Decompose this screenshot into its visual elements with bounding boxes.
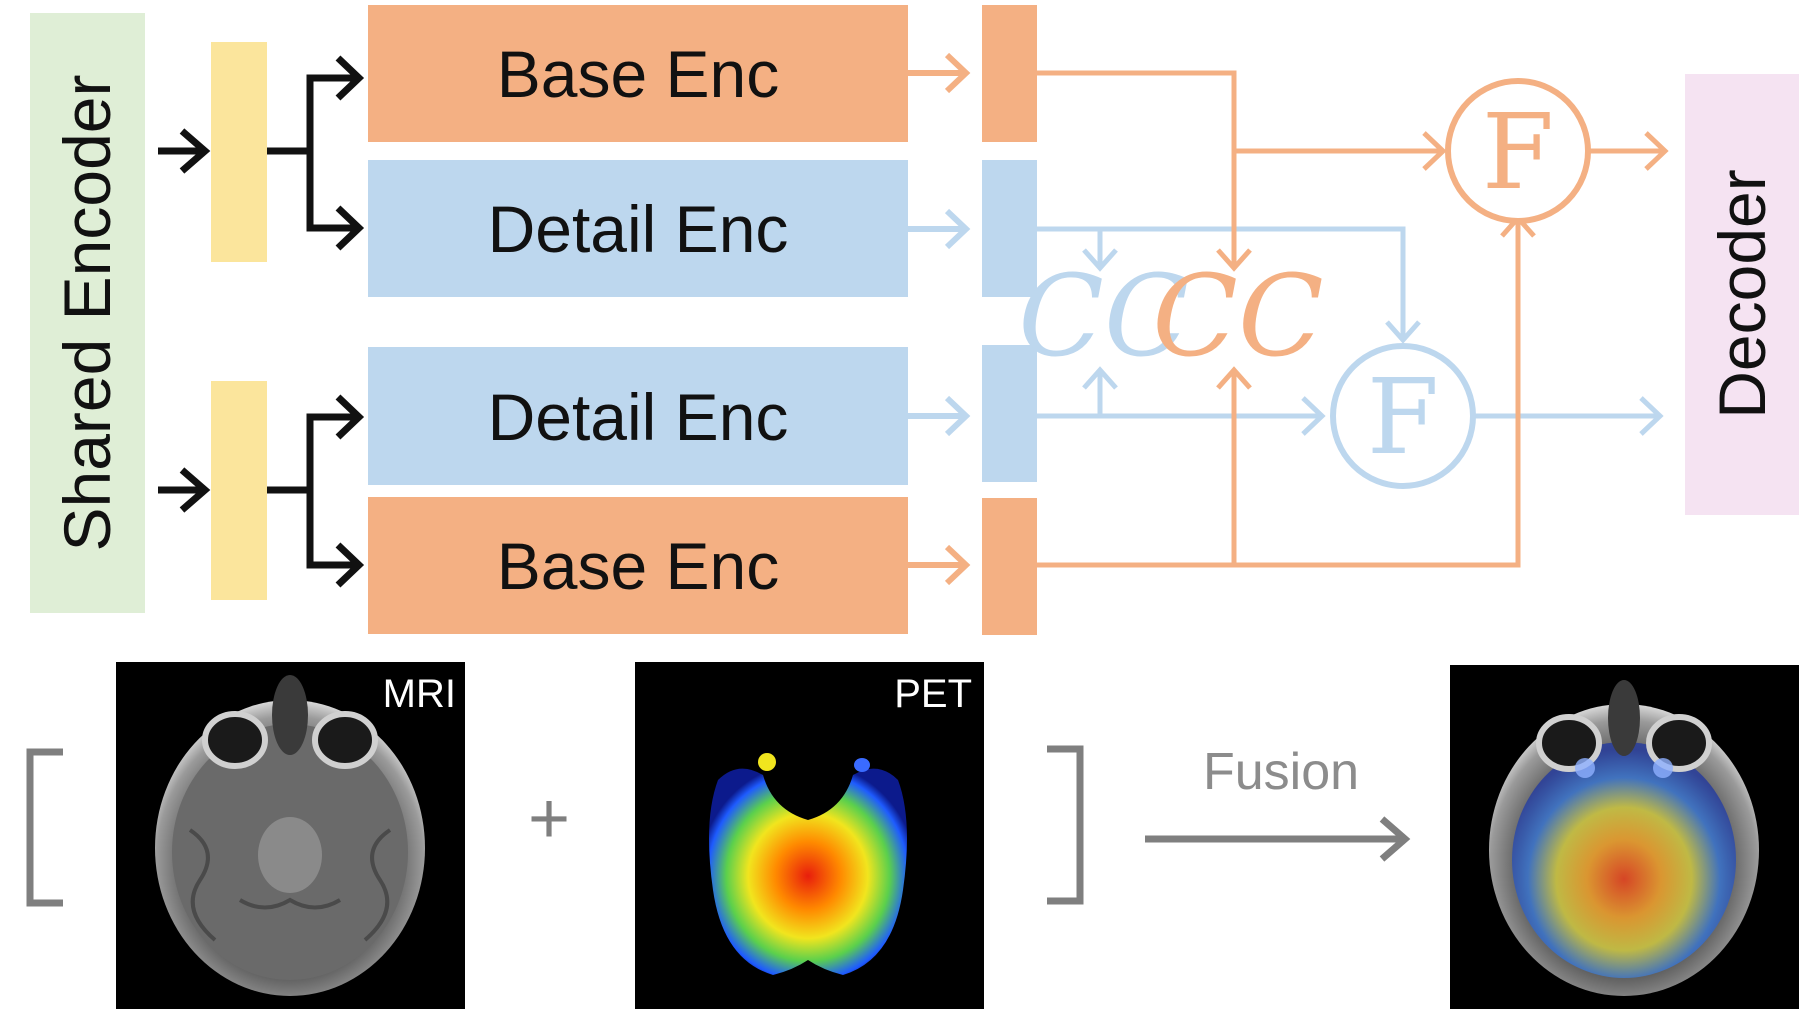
shared-encoder-block <box>30 13 145 613</box>
left-bracket <box>26 748 63 907</box>
fusion-node-detail <box>1330 343 1476 489</box>
detail-feature-connections <box>1037 226 1664 436</box>
branch-arrows-bottom <box>267 394 365 588</box>
detail-encoder-top-label: Detail Enc <box>488 192 789 266</box>
pet-label: PET <box>894 672 972 716</box>
pet-image <box>635 662 984 1009</box>
correlation-symbol-base: CC <box>1152 252 1323 382</box>
right-bracket <box>1047 745 1084 905</box>
fusion-node-detail-label: F <box>1367 356 1439 478</box>
encoder-output-arrow-base-bottom <box>908 544 971 586</box>
plus-sign: + <box>528 779 570 859</box>
decoder-block <box>1685 74 1799 515</box>
detail-encoder-bottom-label: Detail Enc <box>488 380 789 454</box>
projection-block-top <box>211 42 267 262</box>
detail-encoder-top <box>368 160 908 297</box>
feature-block-detail-top <box>982 160 1037 297</box>
base-encoder-bottom-label: Base Enc <box>497 529 780 603</box>
mri-label: MRI <box>383 672 456 716</box>
fusion-label: Fusion <box>1203 743 1359 801</box>
correlation-symbol-detail: CC <box>1018 252 1189 382</box>
base-encoder-top <box>368 5 908 142</box>
base-encoder-top-label: Base Enc <box>497 37 780 111</box>
fused-image <box>1450 665 1799 1009</box>
fusion-arrow <box>1145 816 1411 862</box>
decoder-label: Decoder <box>1705 169 1779 418</box>
feature-block-base-top <box>982 5 1037 142</box>
feature-block-base-bottom <box>982 498 1037 635</box>
base-encoder-bottom <box>368 497 908 634</box>
base-feature-connections <box>1037 70 1669 568</box>
input-arrow-bottom <box>158 467 211 513</box>
detail-encoder-bottom <box>368 347 908 485</box>
fusion-node-base <box>1445 78 1591 224</box>
encoder-output-arrow-detail-bottom <box>908 395 971 437</box>
encoder-output-arrow-base-top <box>908 52 971 94</box>
shared-encoder-label: Shared Encoder <box>50 75 124 552</box>
feature-block-detail-bottom <box>982 345 1037 482</box>
fusion-node-base-label: F <box>1482 91 1554 213</box>
input-arrow-top <box>158 128 211 174</box>
branch-arrows-top <box>267 55 365 251</box>
mri-image <box>116 662 465 1009</box>
projection-block-bottom <box>211 381 267 600</box>
encoder-output-arrow-detail-top <box>908 208 971 250</box>
